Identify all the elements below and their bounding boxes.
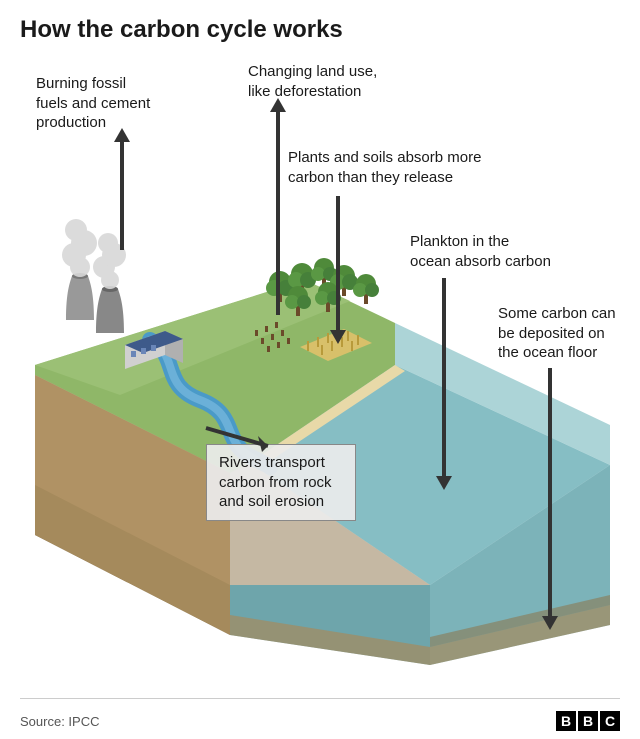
label-fossil: Burning fossil fuels and cement producti… (36, 74, 186, 133)
label-landuse: Changing land use, like deforestation (248, 62, 428, 101)
bbc-letter: B (578, 711, 598, 731)
label-deposit: Some carbon can be deposited on the ocea… (498, 304, 638, 363)
source-text: Source: IPCC (20, 714, 99, 729)
label-plankton: Plankton in the ocean absorb carbon (410, 232, 590, 271)
page-title: How the carbon cycle works (20, 16, 343, 44)
bbc-letter: C (600, 711, 620, 731)
label-plants: Plants and soils absorb more carbon than… (288, 148, 518, 187)
bbc-letter: B (556, 711, 576, 731)
arrow-rivers (200, 420, 290, 460)
bbc-logo: B B C (556, 711, 620, 731)
footer-divider (20, 698, 620, 699)
